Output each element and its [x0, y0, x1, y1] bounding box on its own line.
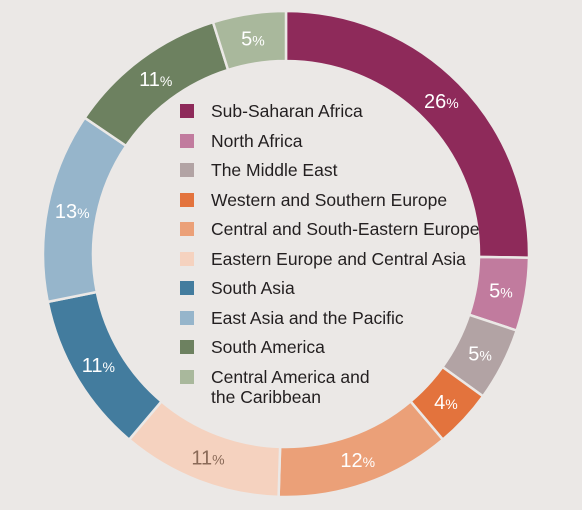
legend-item: South America	[180, 337, 480, 367]
legend-swatch	[180, 163, 194, 177]
slice-value-label-9: 5%	[241, 29, 265, 51]
legend-label: South Asia	[211, 278, 295, 298]
slice-value-label-0: 26%	[424, 91, 459, 113]
legend-label: South America	[211, 337, 325, 357]
legend-swatch	[180, 369, 194, 384]
legend-item: East Asia and the Pacific	[180, 308, 480, 338]
legend-label: Central America and the Caribbean	[211, 366, 370, 407]
donut-slice-9	[211, 9, 288, 72]
legend-swatch	[180, 281, 194, 295]
legend-item: Western and Southern Europe	[180, 190, 480, 220]
legend-item: South Asia	[180, 278, 480, 308]
legend-label: Sub-Saharan Africa	[211, 101, 363, 121]
legend-label: Eastern Europe and Central Asia	[211, 248, 466, 269]
slice-value-label-3: 4%	[434, 392, 458, 414]
legend-item: North Africa	[180, 131, 480, 161]
legend-item: The Middle East	[180, 160, 480, 190]
legend-label: Central and South-Eastern Europe	[211, 219, 480, 239]
legend-label: The Middle East	[211, 160, 338, 180]
slice-value-label-2: 5%	[468, 343, 492, 365]
legend-item: Central America and the Caribbean	[180, 367, 480, 413]
legend-swatch	[180, 310, 194, 325]
legend-item: Central and South-Eastern Europe	[180, 219, 480, 249]
slice-value-label-8: 11%	[139, 69, 172, 91]
legend-swatch	[180, 192, 194, 207]
legend-swatch	[180, 340, 194, 354]
legend-label: Western and Southern Europe	[211, 189, 448, 210]
legend-label: East Asia and the Pacific	[211, 307, 404, 328]
legend-swatch	[180, 133, 194, 148]
slice-value-label-5: 11%	[191, 448, 224, 470]
slice-value-label-4: 12%	[340, 450, 375, 472]
legend-label: North Africa	[211, 130, 303, 151]
legend-swatch	[180, 251, 194, 266]
legend: Sub-Saharan Africa North Africa The Middle…	[180, 101, 480, 413]
slice-value-label-7: 13%	[55, 201, 90, 223]
legend-item: Eastern Europe and Central Asia	[180, 249, 480, 279]
slice-value-label-6: 11%	[82, 355, 115, 377]
legend-item: Sub-Saharan Africa	[180, 101, 480, 131]
slice-value-label-1: 5%	[489, 280, 513, 302]
legend-swatch	[180, 104, 194, 118]
legend-swatch	[180, 222, 194, 236]
